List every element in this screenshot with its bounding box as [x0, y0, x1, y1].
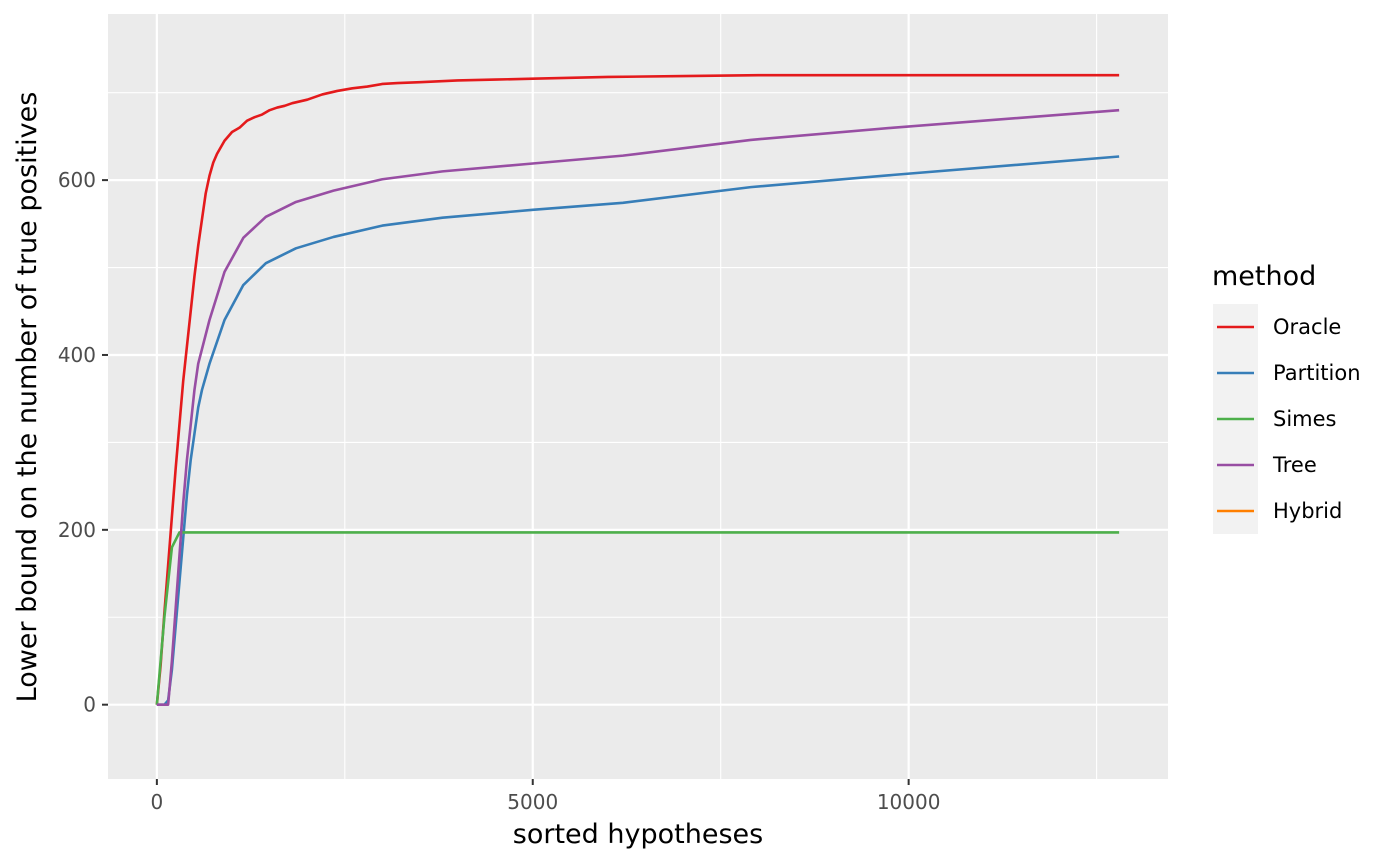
series-line-simes [155, 531, 1120, 705]
y-axis: 0 200 400 600 [58, 168, 108, 717]
series-lines [155, 73, 1120, 706]
x-tick-label: 0 [150, 790, 163, 814]
legend-label-oracle: Oracle [1273, 315, 1341, 339]
legend: method Oracle Partition Simes Tree Hybrid [1212, 261, 1361, 534]
y-axis-title: Lower bound on the number of true positi… [12, 92, 43, 703]
grid-minor [108, 14, 1168, 779]
y-tick-label: 200 [58, 518, 96, 542]
y-tick-label: 600 [58, 168, 96, 192]
x-axis-title: sorted hypotheses [513, 819, 763, 850]
legend-items: Oracle Partition Simes Tree Hybrid [1213, 304, 1361, 534]
y-tick-label: 0 [83, 693, 96, 717]
legend-label-partition: Partition [1273, 361, 1361, 385]
x-tick-label: 5000 [507, 790, 558, 814]
plot-panel [108, 14, 1168, 779]
legend-label-hybrid: Hybrid [1273, 499, 1342, 523]
legend-label-tree: Tree [1272, 453, 1317, 477]
legend-title: method [1212, 261, 1316, 292]
x-axis: 0 5000 10000 [150, 779, 940, 814]
x-tick-label: 10000 [877, 790, 941, 814]
legend-label-simes: Simes [1273, 407, 1336, 431]
series-line-oracle [155, 73, 1120, 705]
series-line-tree [156, 108, 1120, 706]
y-tick-label: 400 [58, 343, 96, 367]
grid-major [108, 14, 1168, 779]
